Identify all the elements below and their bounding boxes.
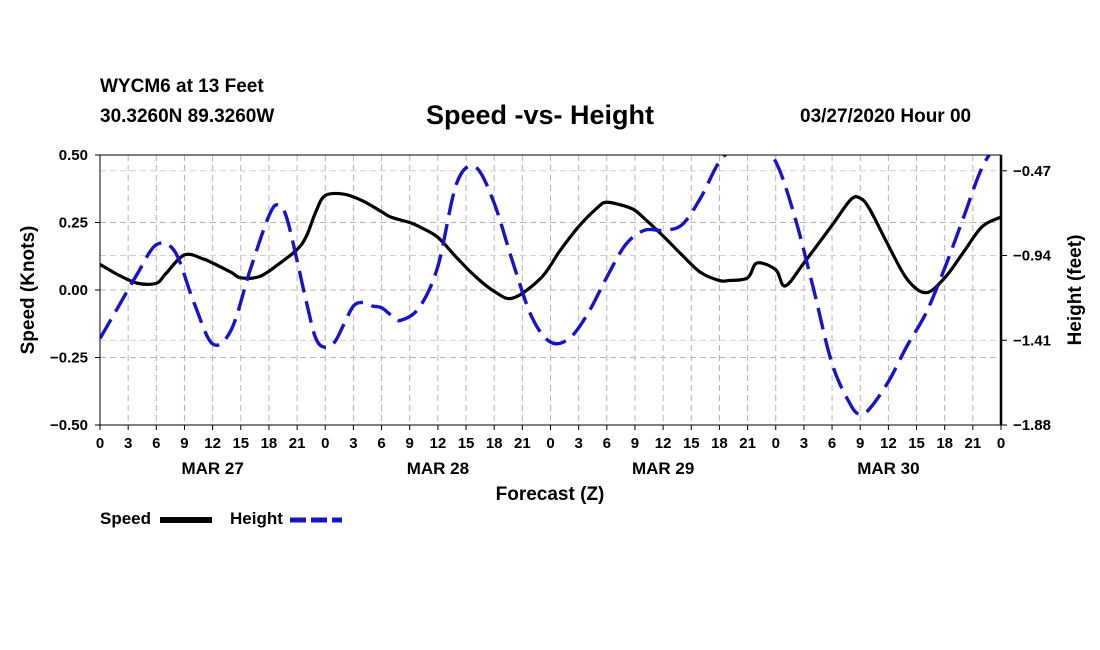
forecast-timestamp: 03/27/2020 Hour 00 — [800, 106, 972, 127]
x-tick-label: 6 — [377, 435, 385, 452]
x-tick-label: 21 — [514, 435, 531, 452]
x-tick-label: 12 — [204, 435, 221, 452]
station-label: WYCM6 at 13 Feet — [100, 76, 264, 97]
station-coordinates: 30.3260N 89.3260W — [100, 106, 275, 127]
x-tick-label: 3 — [574, 435, 582, 452]
y2-tick-label: −0.94 — [1013, 248, 1052, 265]
y2-tick-label: −1.41 — [1013, 332, 1051, 349]
y2-axis-label: Height (feet) — [1065, 235, 1086, 346]
x-tick-label: 3 — [349, 435, 357, 452]
y-tick-label: −0.25 — [50, 350, 88, 367]
chart-title: Speed -vs- Height — [426, 100, 655, 130]
x-tick-label: 6 — [828, 435, 836, 452]
day-label: MAR 27 — [181, 459, 243, 478]
axis-ticks: 0 3 6 9 12 15 18 21 0 3 6 9 12 15 18 21 0 3 6 9 12 15 18 21 0 3 6 9… — [50, 147, 1052, 478]
x-tick-label: 12 — [655, 435, 672, 452]
x-tick-label: 0 — [997, 435, 1005, 452]
x-tick-label: 9 — [631, 435, 639, 452]
series-lines — [100, 155, 1001, 417]
day-label: MAR 29 — [632, 459, 694, 478]
x-tick-label: 15 — [232, 435, 249, 452]
x-tick-label: 0 — [772, 435, 780, 452]
x-tick-label: 3 — [800, 435, 808, 452]
x-tick-label: 21 — [289, 435, 306, 452]
legend-height-label: Height — [230, 509, 283, 528]
grid-lines — [100, 155, 1001, 425]
x-tick-label: 18 — [936, 435, 953, 452]
x-tick-label: 18 — [261, 435, 278, 452]
x-tick-label: 15 — [908, 435, 925, 452]
x-tick-label: 0 — [321, 435, 329, 452]
x-tick-label: 15 — [683, 435, 700, 452]
x-tick-label: 9 — [406, 435, 414, 452]
y-axis-label: Speed (Knots) — [18, 226, 39, 355]
x-tick-label: 18 — [711, 435, 728, 452]
series-line-speed — [100, 191, 1001, 301]
x-tick-label: 12 — [430, 435, 447, 452]
x-tick-label: 0 — [96, 435, 104, 452]
x-tick-label: 0 — [546, 435, 554, 452]
x-tick-label: 21 — [965, 435, 982, 452]
x-tick-label: 9 — [856, 435, 864, 452]
x-tick-label: 15 — [458, 435, 475, 452]
x-tick-label: 18 — [486, 435, 503, 452]
x-tick-label: 12 — [880, 435, 897, 452]
y-tick-label: 0.25 — [59, 215, 88, 232]
x-tick-label: 9 — [180, 435, 188, 452]
legend-speed-label: Speed — [100, 509, 152, 528]
x-tick-label: 6 — [603, 435, 611, 452]
day-label: MAR 30 — [857, 459, 919, 478]
x-tick-label: 3 — [124, 435, 132, 452]
y2-tick-label: −1.88 — [1013, 417, 1051, 434]
day-label: MAR 28 — [407, 459, 469, 478]
x-tick-label: 21 — [739, 435, 756, 452]
x-tick-label: 6 — [152, 435, 160, 452]
y-tick-label: 0.50 — [59, 147, 88, 164]
series-line-height — [100, 155, 992, 417]
y-tick-label: −0.50 — [50, 417, 88, 434]
y-tick-label: 0.00 — [59, 282, 88, 299]
y2-tick-label: −0.47 — [1013, 163, 1051, 180]
x-axis-label: Forecast (Z) — [496, 484, 605, 505]
